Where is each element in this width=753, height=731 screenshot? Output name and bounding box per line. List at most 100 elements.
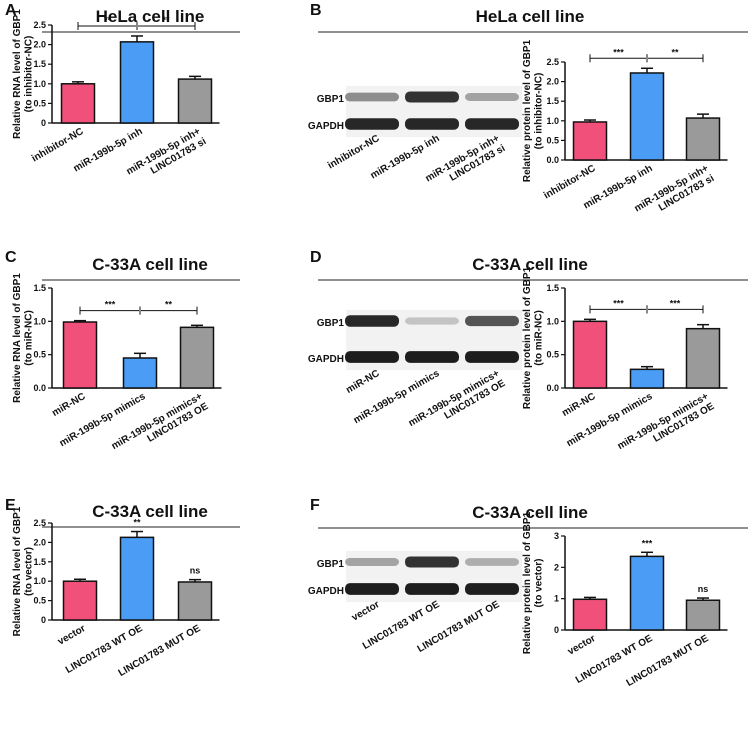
sig-label: ** [104,15,112,25]
y-tick-label: 0.5 [33,350,46,360]
blot-band [465,351,519,363]
blot-band [465,118,519,130]
blot-row-label: GBP1 [317,318,345,329]
blot-lane-label: inhibitor-NC [326,133,382,171]
y-tick-label: 0.0 [546,383,559,393]
y-tick-label: 1.0 [33,79,46,89]
blot-row-label: GAPDH [308,586,344,597]
y-axis-label: Relative protein level of GBP1(to vector… [522,511,545,654]
blot-band [345,92,399,102]
panel-title: C-33A cell line [92,502,208,521]
bar [685,117,721,161]
y-tick-label: 1.0 [546,116,559,126]
bar [119,41,155,124]
y-tick-label: 1.5 [33,59,46,69]
y-tick-label: 2.0 [33,40,46,50]
blot-band [345,351,399,363]
blot-band [405,118,459,130]
sig-label: *** [613,298,624,308]
panel-title: C-33A cell line [92,255,208,274]
blot-row-label: GBP1 [317,559,345,570]
y-tick-label: 0 [41,615,46,625]
bar [62,580,98,621]
y-tick-label: 1.5 [546,283,559,293]
blot-band [465,583,519,595]
y-tick-label: 1.0 [33,576,46,586]
bar [177,78,213,124]
y-tick-label: 0 [554,625,559,635]
y-tick-label: 2.5 [546,57,559,67]
y-tick-label: 1 [554,594,559,604]
panel-title: C-33A cell line [472,503,588,522]
bar [629,555,665,631]
x-tick-label: vector [566,633,598,658]
bar [629,72,665,161]
bar [572,121,608,161]
y-tick-label: 2 [554,562,559,572]
y-axis-label: Relative protein level of GBP1(to inhibi… [522,39,545,182]
blot-band [405,583,459,595]
blot-lane-label: miR-NC [344,368,381,396]
sig-label: *** [613,47,624,57]
y-tick-label: 0.0 [546,155,559,165]
blot-row-label: GAPDH [308,121,344,132]
y-tick-label: 1.5 [33,283,46,293]
sig-label: ns [190,566,201,576]
bar [629,368,665,389]
blot-row-label: GAPDH [308,354,344,365]
sig-label: ** [165,300,173,310]
panel-letter: F [310,497,320,514]
panel-letter: C [5,249,17,266]
panel-letter: E [5,497,16,514]
bar [572,598,608,631]
x-tick-label: miR-NC [560,391,597,419]
blot-band [405,351,459,363]
blot-band [345,315,399,327]
y-tick-label: 0.5 [33,98,46,108]
blot-band [345,583,399,595]
bar [119,536,155,621]
y-axis-label: Relative RNA level of GBP1(to inhibitor-… [12,9,35,139]
sig-label: ** [162,15,170,25]
panel-title: HeLa cell line [96,7,205,26]
panel-title: HeLa cell line [476,7,585,26]
blot-band [465,558,519,566]
y-tick-label: 0.5 [546,350,559,360]
panel-title: C-33A cell line [472,255,588,274]
sig-label: *** [642,538,653,548]
y-tick-label: 0.5 [546,135,559,145]
x-tick-label: inhibitor-NC [542,163,598,201]
y-tick-label: 1.0 [33,316,46,326]
bar [122,357,158,389]
sig-label: ** [671,47,679,57]
y-axis-label: Relative RNA level of GBP1(to miR-NC) [12,273,35,403]
bar [179,326,215,389]
bar [685,327,721,389]
bar [572,320,608,389]
y-axis-label: Relative RNA level of GBP1(to vector) [12,506,35,636]
y-tick-label: 1.0 [546,316,559,326]
sig-label: *** [670,298,681,308]
blot-band [345,118,399,130]
x-tick-label: miR-NC [50,391,87,419]
blot-band [465,315,519,327]
bar [685,599,721,631]
y-tick-label: 1.5 [546,96,559,106]
y-tick-label: 0 [41,118,46,128]
panel-letter: A [5,2,17,19]
panel-letter: D [310,249,322,266]
y-axis-label: Relative protein level of GBP1(to miR-NC… [522,266,545,409]
sig-label: ** [133,518,141,528]
x-tick-label: vector [56,623,88,648]
y-tick-label: 2.5 [33,20,46,30]
y-tick-label: 2.0 [546,77,559,87]
y-tick-label: 2.0 [33,537,46,547]
blot-lane-label: vector [350,599,382,624]
x-tick-label: inhibitor-NC [30,126,86,164]
sig-label: *** [105,300,116,310]
bar [60,83,96,124]
y-tick-label: 0.5 [33,596,46,606]
blot-band [405,556,459,568]
y-tick-label: 2.5 [33,518,46,528]
blot-row-label: GBP1 [317,94,345,105]
